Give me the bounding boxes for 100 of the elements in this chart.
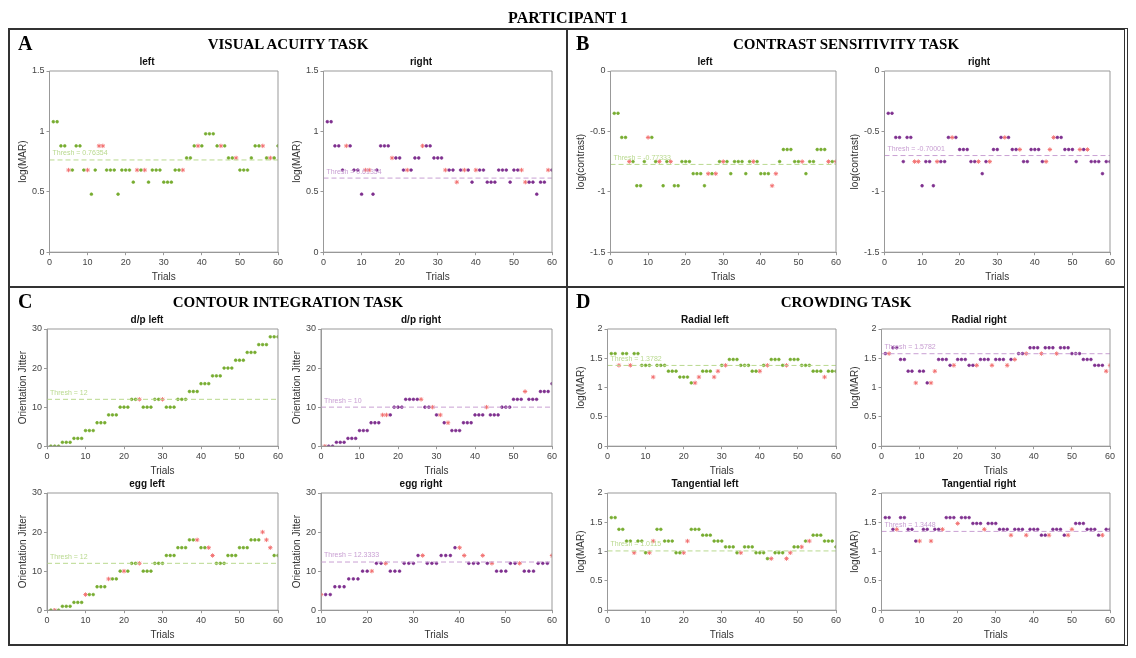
x-tick-label: 50	[792, 451, 803, 462]
point	[456, 545, 463, 551]
chart-title: d/p left	[130, 313, 165, 325]
x-axis-title: Trials	[983, 464, 1008, 476]
y-tick-label: 0	[597, 604, 603, 615]
y-tick-label: 1	[313, 125, 319, 136]
point	[418, 396, 424, 402]
x-tick-label: 20	[120, 257, 131, 268]
point	[96, 143, 102, 149]
x-tick-label: 50	[234, 615, 245, 626]
x-tick-label: 30	[992, 257, 1003, 268]
y-axis-title: log(MAR)	[16, 140, 28, 183]
x-tick-label: 30	[718, 257, 729, 268]
y-tick-label: 1.5	[864, 352, 877, 363]
text: VISUAL ACUITY TASK	[207, 36, 369, 52]
x-tick-label: 60	[1104, 451, 1116, 462]
x-tick-label: 40	[1028, 615, 1039, 626]
x-tick-label: 10	[356, 257, 367, 268]
y-tick-label: 1.5	[306, 65, 319, 76]
y-tick-label: 0.5	[306, 186, 319, 197]
x-axis-title: Trials	[150, 628, 175, 640]
y-tick-label: 20	[306, 362, 317, 373]
x-tick-label: 40	[196, 257, 207, 268]
text: B	[576, 32, 590, 55]
x-axis-title: Trials	[983, 628, 1008, 640]
point	[1047, 146, 1053, 153]
x-tick-label: 30	[408, 615, 419, 626]
chart-title: d/p right	[401, 313, 442, 325]
x-tick-label: 20	[952, 451, 963, 462]
y-tick-label: 0	[311, 604, 317, 615]
point	[955, 520, 961, 527]
y-tick-label: 30	[306, 323, 317, 334]
x-tick-label: 60	[1104, 257, 1116, 268]
x-axis-title: Trials	[150, 464, 175, 476]
x-tick-label: 10	[914, 451, 925, 462]
x-axis-title: Trials	[709, 464, 734, 476]
point	[928, 380, 934, 386]
x-tick-label: 40	[754, 451, 765, 462]
chart-title: Radial right	[951, 313, 1008, 325]
x-tick-label: 40	[755, 257, 766, 268]
y-axis-title: log(MAR)	[848, 366, 860, 409]
point	[105, 576, 112, 582]
point	[783, 555, 790, 562]
y-tick-label: 1.5	[32, 65, 45, 76]
x-tick-label: 20	[678, 615, 689, 626]
x-tick-label: 20	[394, 257, 405, 268]
point	[1069, 526, 1075, 532]
y-tick-label: 20	[32, 362, 43, 373]
x-tick-label: 30	[432, 257, 443, 268]
x-axis-title: Trials	[424, 628, 449, 640]
y-tick-label: 0	[39, 246, 45, 257]
y-tick-label: 30	[306, 487, 317, 498]
x-tick-label: 40	[454, 615, 465, 626]
point	[437, 412, 444, 418]
y-tick-label: 10	[306, 565, 317, 576]
point	[821, 374, 828, 380]
x-axis-title: Trials	[425, 270, 450, 282]
x-tick-label: 20	[678, 451, 689, 462]
x-tick-label: 50	[1066, 615, 1077, 626]
y-tick-label: 0.5	[864, 411, 877, 422]
y-tick-label: 1.5	[590, 352, 603, 363]
text: CONTRAST SENSITIVITY TASK	[732, 36, 960, 52]
point	[692, 380, 698, 386]
y-tick-label: 30	[32, 487, 43, 498]
x-tick-label: 60	[830, 257, 842, 268]
y-axis-title: Orientation Jitter	[16, 514, 28, 589]
chart-title: Tangential right	[941, 477, 1017, 489]
y-tick-label: -1.5	[863, 246, 880, 257]
y-tick-label: 2	[871, 323, 877, 334]
text: PARTICIPANT 1	[507, 8, 629, 28]
point	[705, 171, 711, 177]
y-tick-label: -0.5	[589, 125, 606, 136]
y-axis-title: log(contrast)	[574, 133, 586, 190]
point	[195, 143, 201, 149]
y-tick-label: 0.5	[590, 411, 603, 422]
x-tick-label: 0	[321, 257, 327, 268]
x-axis-title: Trials	[424, 464, 449, 476]
chart-title: left	[139, 55, 156, 67]
point	[420, 552, 426, 559]
x-tick-label: 10	[917, 257, 928, 268]
y-tick-label: 0	[313, 246, 319, 257]
point	[645, 134, 651, 141]
x-tick-label: 60	[272, 257, 284, 268]
point	[1077, 146, 1083, 153]
point	[981, 526, 987, 532]
x-tick-label: 40	[196, 615, 207, 626]
point	[989, 362, 995, 368]
y-tick-label: 0.5	[864, 575, 877, 586]
point	[263, 537, 270, 543]
y-tick-label: 0	[871, 604, 877, 615]
x-tick-label: 50	[1066, 451, 1077, 462]
y-tick-label: -1.5	[589, 246, 606, 257]
y-tick-label: 0	[597, 440, 603, 451]
x-axis-title: Trials	[151, 270, 176, 282]
y-tick-label: 1	[597, 382, 603, 393]
x-tick-label: 20	[393, 451, 404, 462]
x-tick-label: 10	[82, 257, 93, 268]
y-tick-label: 20	[32, 526, 43, 537]
x-tick-label: 20	[952, 615, 963, 626]
y-tick-label: 10	[306, 401, 317, 412]
